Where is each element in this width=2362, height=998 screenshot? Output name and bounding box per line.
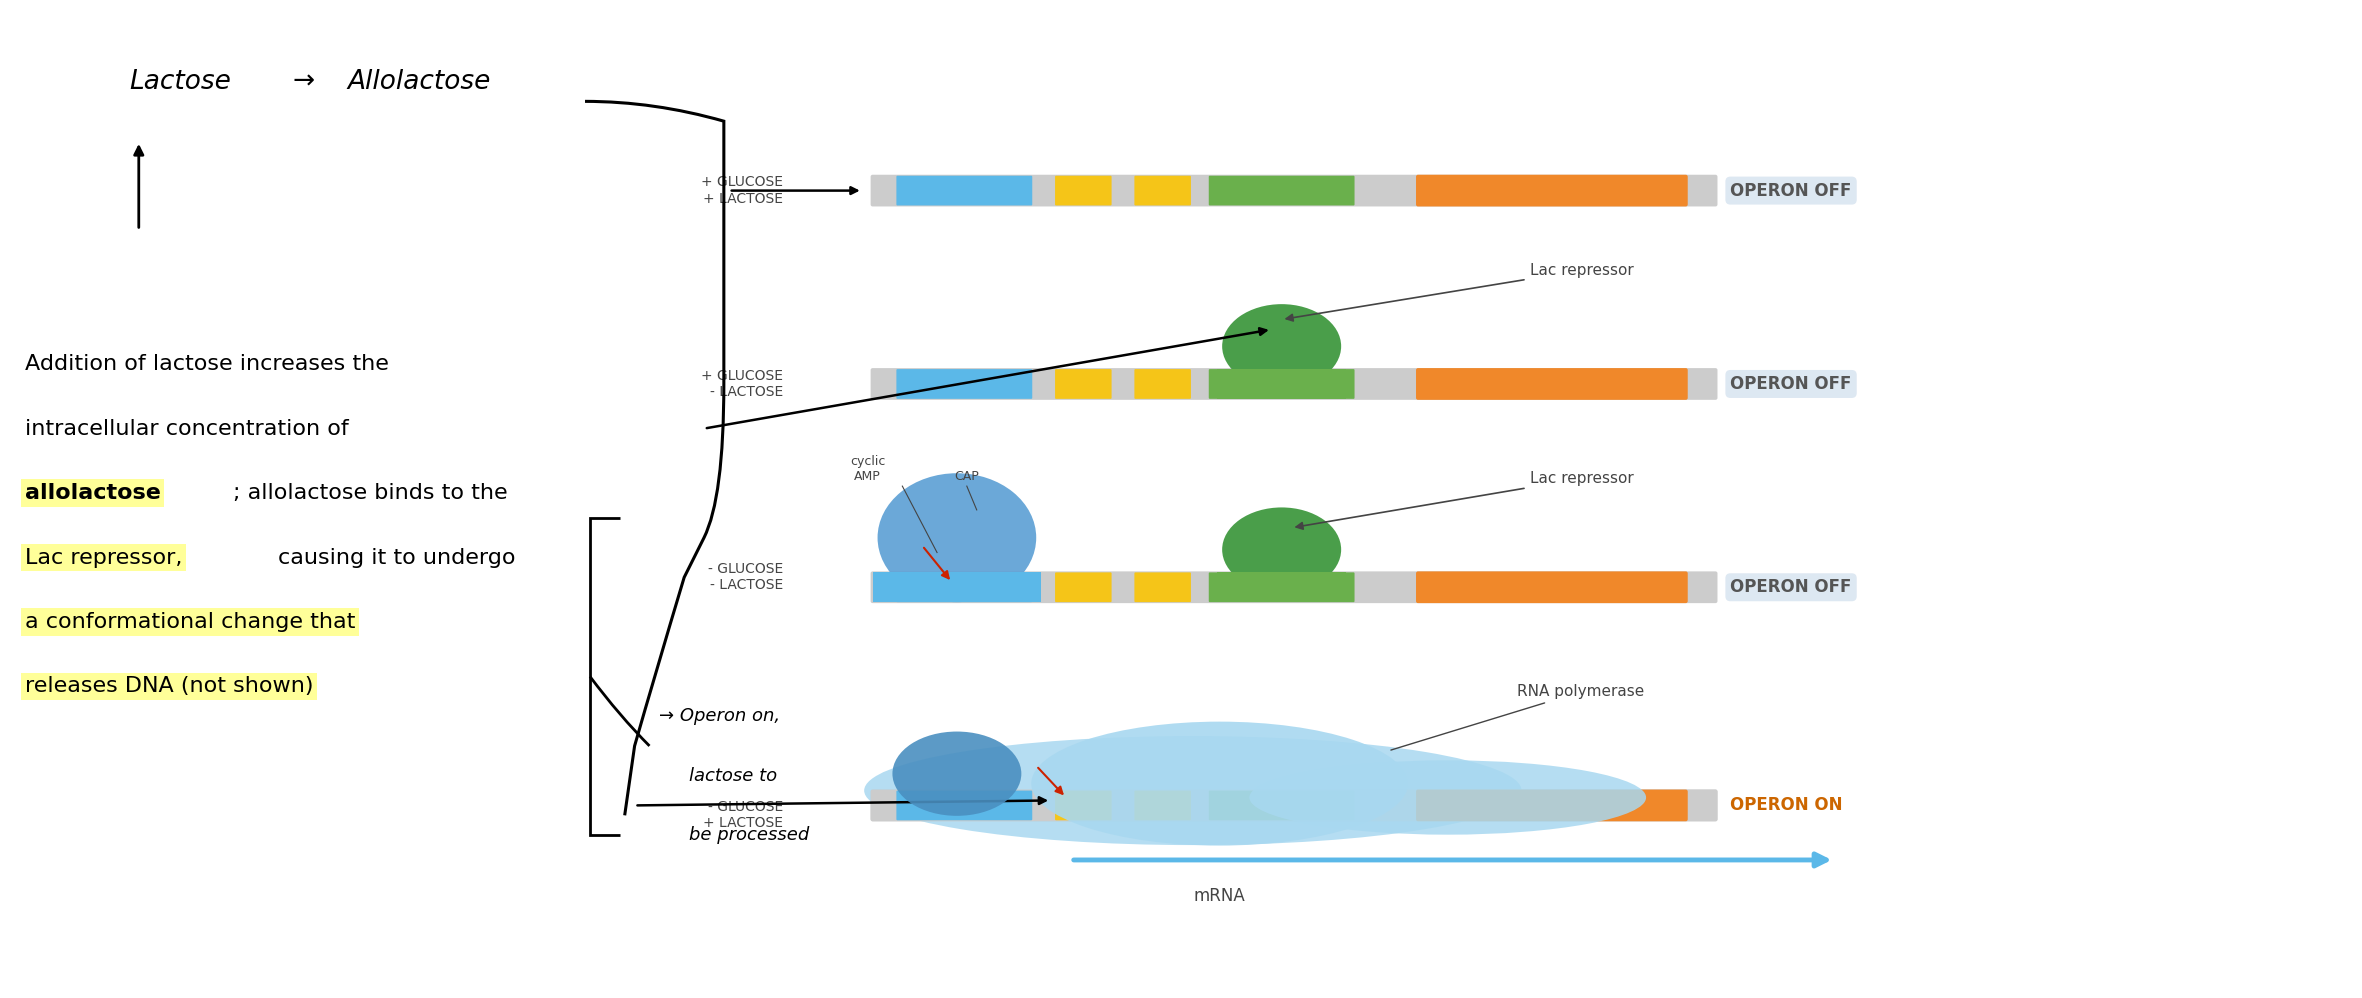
FancyBboxPatch shape <box>898 369 1032 399</box>
FancyBboxPatch shape <box>1216 369 1346 399</box>
Text: cyclic
AMP: cyclic AMP <box>850 455 886 483</box>
Text: + GLUCOSE
+ LACTOSE: + GLUCOSE + LACTOSE <box>702 176 784 206</box>
FancyBboxPatch shape <box>898 176 1032 206</box>
Ellipse shape <box>879 473 1037 602</box>
FancyBboxPatch shape <box>1417 789 1689 821</box>
FancyBboxPatch shape <box>1056 573 1113 602</box>
Text: releases DNA (not shown): releases DNA (not shown) <box>24 677 314 697</box>
FancyBboxPatch shape <box>872 573 1042 602</box>
FancyBboxPatch shape <box>1134 176 1190 206</box>
Text: ; allolactose binds to the: ; allolactose binds to the <box>234 483 508 503</box>
FancyBboxPatch shape <box>898 790 1032 820</box>
Text: OPERON OFF: OPERON OFF <box>1731 375 1852 393</box>
FancyBboxPatch shape <box>1209 790 1353 820</box>
Text: → Operon on,: → Operon on, <box>659 708 779 726</box>
Text: intracellular concentration of: intracellular concentration of <box>24 418 350 438</box>
Text: CAP: CAP <box>954 470 980 483</box>
Text: Lac repressor,: Lac repressor, <box>24 548 182 568</box>
Text: →: → <box>293 69 314 95</box>
Ellipse shape <box>1221 507 1342 592</box>
Text: RNA polymerase: RNA polymerase <box>1391 685 1644 750</box>
Ellipse shape <box>864 736 1521 845</box>
Text: allolactose: allolactose <box>24 483 161 503</box>
FancyBboxPatch shape <box>872 572 1717 603</box>
Text: Lac repressor: Lac repressor <box>1297 471 1632 529</box>
FancyBboxPatch shape <box>1417 368 1689 400</box>
Text: causing it to undergo: causing it to undergo <box>279 548 515 568</box>
FancyBboxPatch shape <box>1056 790 1113 820</box>
FancyBboxPatch shape <box>1056 369 1113 399</box>
Text: OPERON OFF: OPERON OFF <box>1731 182 1852 200</box>
FancyBboxPatch shape <box>1417 572 1689 603</box>
Ellipse shape <box>1249 760 1646 834</box>
FancyBboxPatch shape <box>872 368 1717 400</box>
Ellipse shape <box>1032 722 1408 845</box>
Text: - GLUCOSE
+ LACTOSE: - GLUCOSE + LACTOSE <box>704 800 784 830</box>
FancyBboxPatch shape <box>1134 573 1190 602</box>
FancyBboxPatch shape <box>1209 573 1353 602</box>
Ellipse shape <box>893 732 1020 815</box>
Text: Lac repressor: Lac repressor <box>1287 262 1632 321</box>
FancyBboxPatch shape <box>872 789 1717 821</box>
Text: Addition of lactose increases the: Addition of lactose increases the <box>24 354 390 374</box>
Text: - GLUCOSE
- LACTOSE: - GLUCOSE - LACTOSE <box>709 562 784 593</box>
Text: Lactose: Lactose <box>130 69 231 95</box>
Text: lactose to: lactose to <box>690 766 777 784</box>
Text: + GLUCOSE
- LACTOSE: + GLUCOSE - LACTOSE <box>702 369 784 399</box>
Ellipse shape <box>1221 304 1342 388</box>
FancyBboxPatch shape <box>1417 175 1689 207</box>
FancyBboxPatch shape <box>898 573 1032 602</box>
FancyBboxPatch shape <box>1134 369 1190 399</box>
FancyBboxPatch shape <box>872 789 1717 821</box>
Text: OPERON ON: OPERON ON <box>1731 796 1842 814</box>
Text: mRNA: mRNA <box>1193 887 1245 905</box>
FancyBboxPatch shape <box>1209 176 1353 206</box>
FancyBboxPatch shape <box>1216 573 1346 602</box>
Text: be processed: be processed <box>690 826 810 844</box>
FancyBboxPatch shape <box>872 175 1717 207</box>
Text: OPERON OFF: OPERON OFF <box>1731 578 1852 596</box>
FancyBboxPatch shape <box>1134 790 1190 820</box>
Text: Allolactose: Allolactose <box>347 69 491 95</box>
FancyBboxPatch shape <box>1209 369 1353 399</box>
FancyBboxPatch shape <box>1056 176 1113 206</box>
Text: a conformational change that: a conformational change that <box>24 612 354 632</box>
